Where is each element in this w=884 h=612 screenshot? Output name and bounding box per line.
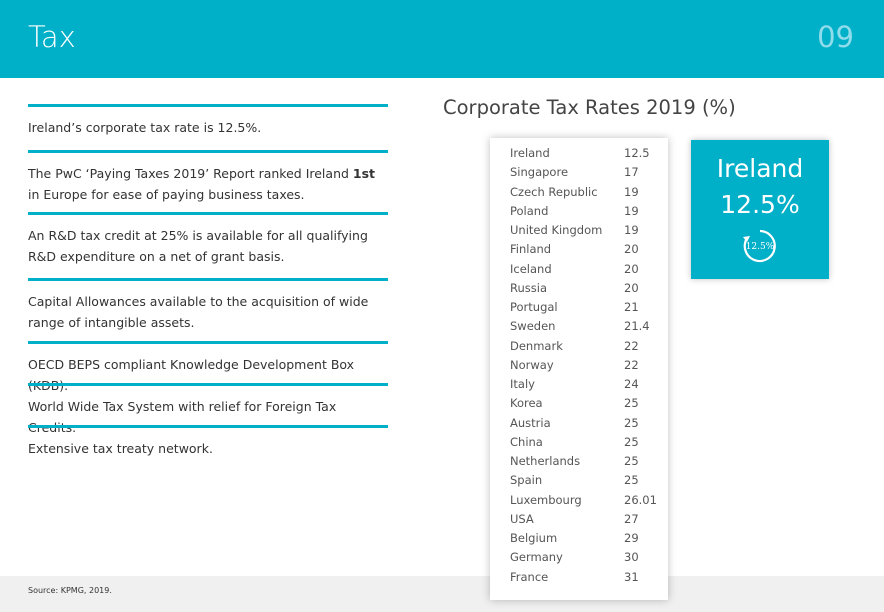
rate: 21	[624, 300, 639, 314]
country: Italy	[510, 377, 535, 391]
country: Ireland	[510, 146, 550, 160]
point: Extensive tax treaty network.	[28, 425, 388, 459]
rate: 27	[624, 511, 639, 526]
country: Germany	[510, 550, 563, 565]
footer	[0, 576, 884, 612]
rate-icon: 12.5%	[743, 229, 776, 263]
country: Luxembourg	[510, 492, 582, 507]
point-text: Extensive tax treaty network.	[28, 441, 213, 456]
country: United Kingdom	[510, 223, 603, 237]
country: Norway	[510, 357, 554, 372]
table: Ireland 12.5 Singapore 17 Czech Republic 19 Po…	[490, 138, 668, 600]
rate: 25	[624, 396, 639, 411]
icon-arrowhead	[743, 236, 750, 242]
source: Source: KPMG, 2019.	[28, 586, 112, 595]
point: Ireland’s corporate tax rate is 12.5%.	[28, 104, 388, 138]
point: Capital Allowances available to the acqu…	[28, 278, 388, 333]
point-text: The PwC ‘Paying Taxes 2019’ Report ranke…	[28, 166, 353, 181]
table-title: Corporate Tax Rates 2019 (%)	[443, 96, 736, 119]
rate: 17	[624, 165, 639, 180]
header: Tax 09	[0, 0, 884, 78]
rate: 25	[624, 415, 639, 430]
country: Netherlands	[510, 454, 581, 468]
country: China	[510, 434, 543, 449]
rate: 25	[624, 473, 639, 488]
point-text: in Europe for ease of paying business ta…	[28, 187, 305, 202]
rate: 25	[624, 434, 639, 449]
icon-label: 12.5%	[746, 242, 775, 252]
country: Portugal	[510, 300, 558, 314]
point-text: An R&D tax credit at 25% is available fo…	[28, 228, 368, 264]
country: USA	[510, 511, 534, 526]
rate: 12.5	[624, 146, 650, 160]
page-title: Tax	[28, 20, 76, 54]
rate: 20	[624, 261, 639, 276]
rate: 20	[624, 280, 639, 295]
rate: 21.4	[624, 319, 650, 334]
country: Singapore	[510, 165, 569, 180]
country: Austria	[510, 415, 551, 430]
country: Spain	[510, 473, 543, 488]
rate: 19	[624, 184, 639, 199]
country: Russia	[510, 280, 547, 295]
point: The PwC ‘Paying Taxes 2019’ Report ranke…	[28, 150, 388, 205]
country: Denmark	[510, 338, 563, 353]
country: Iceland	[510, 261, 552, 276]
rate: 26.01	[624, 492, 657, 507]
rate: 30	[624, 550, 639, 565]
country: Belgium	[510, 531, 558, 545]
page-number: 09	[817, 20, 854, 54]
point: World Wide Tax System with relief for Fo…	[28, 383, 388, 438]
rate: 19	[624, 203, 639, 218]
callout-country: Ireland	[716, 154, 804, 183]
rate: 19	[624, 223, 639, 237]
rate: 24	[624, 377, 639, 391]
point: An R&D tax credit at 25% is available fo…	[28, 212, 388, 267]
callout-rate: 12.5%	[720, 190, 800, 219]
rate: 29	[624, 531, 639, 545]
rate: 22	[624, 338, 639, 353]
rate: 31	[624, 569, 639, 584]
callout: Ireland 12.5% 12.5%	[691, 140, 829, 279]
point-text: 1st	[352, 166, 376, 181]
rate: 25	[624, 454, 639, 468]
country: Czech Republic	[510, 184, 598, 199]
country: Sweden	[510, 319, 556, 334]
rate: 22	[624, 357, 639, 372]
icon-arrow	[743, 229, 776, 263]
country: Finland	[510, 242, 552, 257]
country: Poland	[510, 203, 549, 218]
point-text: Capital Allowances available to the acqu…	[28, 294, 369, 330]
country: France	[510, 569, 549, 584]
country: Korea	[510, 396, 543, 411]
rate: 20	[624, 242, 639, 257]
point-text: Ireland’s corporate tax rate is 12.5%.	[28, 120, 262, 135]
